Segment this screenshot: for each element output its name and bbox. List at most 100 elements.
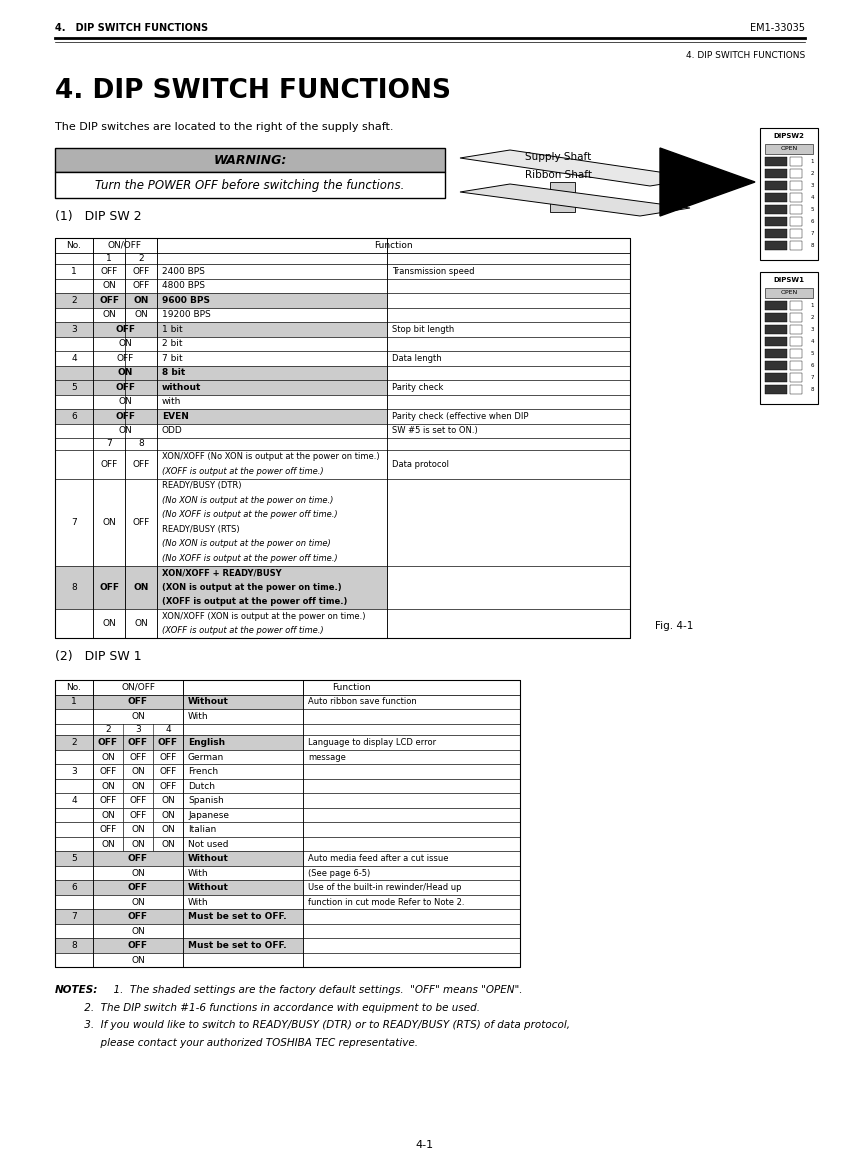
Bar	[303, 750, 520, 764]
Text: 4800 BPS: 4800 BPS	[162, 281, 205, 290]
Bar	[55, 724, 520, 736]
Text: Transmission speed: Transmission speed	[392, 267, 474, 276]
Bar	[55, 278, 93, 293]
Bar	[387, 264, 630, 278]
Bar	[790, 361, 802, 370]
Bar	[55, 750, 93, 764]
Bar	[303, 710, 520, 724]
Bar	[765, 349, 787, 358]
Bar	[153, 736, 183, 750]
Text: OFF: OFF	[99, 296, 119, 304]
Text: 8: 8	[811, 243, 814, 248]
Text: (XOFF is output at the power off time.): (XOFF is output at the power off time.)	[162, 597, 348, 606]
Bar	[93, 395, 157, 409]
Text: OFF: OFF	[115, 383, 135, 391]
Bar	[153, 750, 183, 764]
Text: 4-1: 4-1	[416, 1140, 434, 1150]
Bar	[790, 372, 802, 382]
Text: (XON is output at the power on time.): (XON is output at the power on time.)	[162, 583, 342, 592]
Bar	[55, 172, 445, 199]
Bar	[790, 157, 802, 166]
Text: 8 bit: 8 bit	[162, 368, 185, 377]
Bar	[387, 409, 630, 424]
Text: 3.  If you would like to switch to READY/BUSY (DTR) or to READY/BUSY (RTS) of da: 3. If you would like to switch to READY/…	[55, 1020, 570, 1030]
Text: ON: ON	[102, 310, 116, 320]
Text: Supply Shaft: Supply Shaft	[525, 152, 592, 162]
Bar	[55, 822, 93, 837]
Text: Parity check (effective when DIP: Parity check (effective when DIP	[392, 412, 529, 421]
Bar	[157, 293, 387, 308]
Bar	[387, 450, 630, 478]
Text: ON: ON	[131, 955, 145, 965]
Text: ON: ON	[133, 583, 149, 592]
Text: 4: 4	[811, 195, 814, 200]
Text: Language to display LCD error: Language to display LCD error	[308, 738, 436, 747]
Text: ON: ON	[101, 752, 115, 761]
Text: OFF: OFF	[129, 795, 146, 805]
Text: 5: 5	[811, 351, 814, 356]
Bar	[93, 924, 183, 939]
Bar	[93, 837, 123, 852]
Bar	[55, 852, 93, 866]
Text: ON: ON	[131, 825, 145, 834]
Bar	[790, 193, 802, 202]
Bar	[303, 694, 520, 710]
Text: 4: 4	[71, 354, 76, 363]
Bar	[157, 351, 387, 365]
Bar	[303, 939, 520, 953]
Bar	[153, 793, 183, 807]
Bar	[765, 337, 787, 345]
Text: (No XON is output at the power on time.): (No XON is output at the power on time.)	[162, 496, 333, 505]
Bar	[765, 157, 787, 166]
Bar	[303, 736, 520, 750]
Text: 2 bit: 2 bit	[162, 340, 183, 348]
Text: OFF: OFF	[129, 811, 146, 819]
Bar	[55, 939, 93, 953]
Bar	[55, 336, 93, 351]
Bar	[157, 380, 387, 395]
Text: READY/BUSY (RTS): READY/BUSY (RTS)	[162, 525, 240, 533]
Text: 2: 2	[811, 172, 814, 176]
Text: OPEN: OPEN	[780, 290, 797, 295]
Bar	[765, 361, 787, 370]
Text: 4. DIP SWITCH FUNCTIONS: 4. DIP SWITCH FUNCTIONS	[686, 51, 805, 60]
Bar	[55, 866, 93, 880]
Text: Parity check: Parity check	[392, 383, 444, 391]
Bar	[123, 807, 153, 822]
Text: OFF: OFF	[98, 738, 118, 747]
Text: Must be set to OFF.: Must be set to OFF.	[188, 912, 286, 921]
Text: English: English	[188, 738, 225, 747]
Text: 2: 2	[71, 738, 76, 747]
Bar	[157, 278, 387, 293]
Bar	[790, 337, 802, 345]
Bar	[55, 736, 93, 750]
Text: OFF: OFF	[128, 884, 148, 892]
Bar	[550, 182, 575, 212]
Bar	[183, 909, 303, 924]
Bar	[55, 710, 93, 724]
Bar	[387, 424, 630, 438]
Text: 4. DIP SWITCH FUNCTIONS: 4. DIP SWITCH FUNCTIONS	[55, 78, 451, 105]
Bar	[93, 264, 125, 278]
Bar	[157, 478, 387, 565]
Bar	[93, 450, 125, 478]
Bar	[387, 351, 630, 365]
Bar	[183, 939, 303, 953]
Text: 7: 7	[106, 439, 112, 449]
Bar	[55, 322, 93, 336]
Bar	[93, 880, 183, 895]
Text: ON: ON	[118, 397, 132, 407]
Text: 3: 3	[811, 183, 814, 188]
Text: 4: 4	[71, 795, 76, 805]
Bar	[93, 278, 125, 293]
Text: 5: 5	[71, 383, 76, 391]
Text: With: With	[188, 898, 208, 907]
Bar	[55, 924, 93, 939]
Text: 8: 8	[71, 941, 76, 951]
Text: OFF: OFF	[99, 583, 119, 592]
Bar	[125, 609, 157, 638]
Text: 1: 1	[811, 303, 814, 308]
Bar	[157, 424, 387, 438]
Bar	[125, 450, 157, 478]
Text: (See page 6-5): (See page 6-5)	[308, 868, 371, 878]
